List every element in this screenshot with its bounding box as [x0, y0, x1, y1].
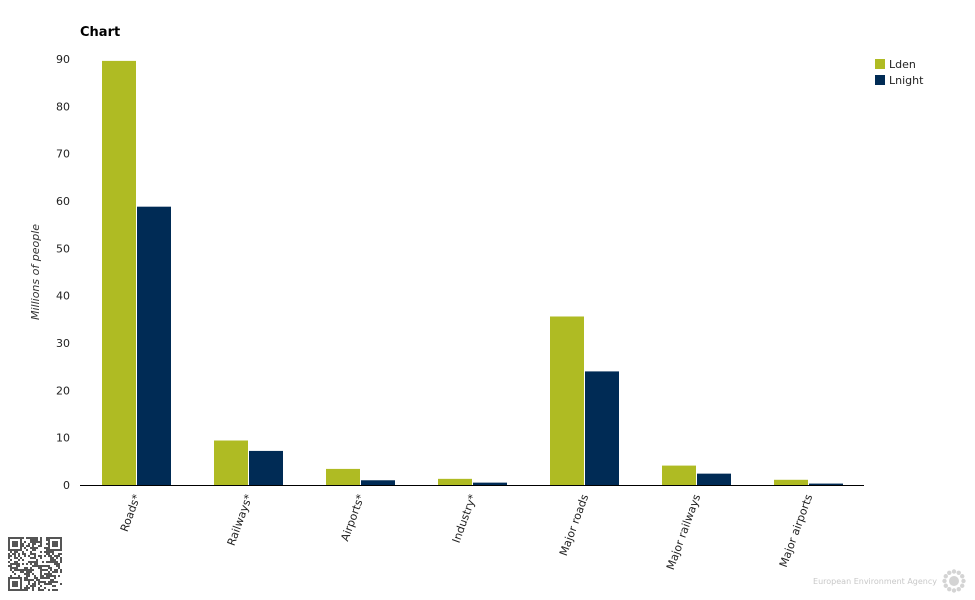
y-tick-label: 70 [56, 148, 70, 161]
x-tick-label: Major roads [557, 492, 591, 557]
legend-swatch [875, 59, 885, 69]
x-axis-labels: Roads* Railways* Airports* Industry* Major r… [118, 492, 816, 572]
y-tick-label: 80 [56, 100, 70, 113]
chart-title: Chart [80, 25, 121, 40]
y-tick-label: 50 [56, 242, 70, 255]
x-tick-label: Major railways [664, 492, 703, 571]
x-tick-label: Major airports [777, 492, 816, 569]
y-axis-title: Millions of people [29, 224, 42, 320]
legend-item-lden[interactable]: Lden [875, 58, 916, 71]
qr-code-icon [8, 537, 62, 591]
bar-lden-1[interactable] [214, 440, 248, 485]
bar-lden-5[interactable] [662, 465, 696, 485]
y-tick-label: 30 [56, 337, 70, 350]
bar-lnight-6[interactable] [809, 483, 843, 485]
bar-lden-3[interactable] [438, 478, 472, 485]
y-tick-label: 60 [56, 195, 70, 208]
bars-group [102, 60, 843, 485]
y-tick-label: 0 [63, 479, 70, 492]
bar-lden-0[interactable] [102, 60, 136, 485]
bar-lnight-1[interactable] [249, 450, 283, 485]
bar-lnight-3[interactable] [473, 482, 507, 485]
bar-lnight-2[interactable] [361, 480, 395, 485]
y-tick-label: 20 [56, 384, 70, 397]
bar-lnight-0[interactable] [137, 206, 171, 485]
legend-swatch [875, 75, 885, 85]
bar-lnight-5[interactable] [697, 473, 731, 485]
eea-logo-text: European Environment Agency [813, 576, 937, 586]
y-axis: 0 10 20 30 40 50 60 70 80 90 [56, 53, 70, 492]
bar-lden-4[interactable] [550, 316, 584, 485]
legend-label: Lnight [889, 74, 924, 87]
legend-label: Lden [889, 58, 916, 71]
x-tick-label: Railways* [225, 492, 256, 547]
sun-icon [942, 569, 966, 593]
legend[interactable]: Lden Lnight [875, 58, 924, 87]
x-tick-label: Industry* [450, 492, 480, 545]
eea-logo[interactable]: European Environment Agency [813, 568, 967, 594]
y-tick-label: 40 [56, 290, 70, 303]
bar-lnight-4[interactable] [585, 371, 619, 485]
bar-lden-2[interactable] [326, 468, 360, 485]
bar-lden-6[interactable] [774, 479, 808, 485]
legend-item-lnight[interactable]: Lnight [875, 74, 924, 87]
y-tick-label: 90 [56, 53, 70, 66]
x-tick-label: Airports* [338, 492, 367, 543]
y-tick-label: 10 [56, 432, 70, 445]
x-tick-label: Roads* [118, 492, 144, 533]
